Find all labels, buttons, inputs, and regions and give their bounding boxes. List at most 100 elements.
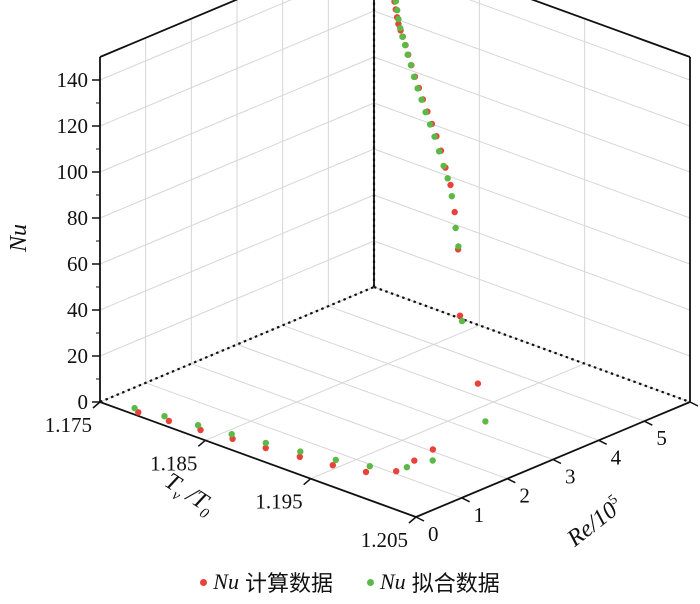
data-point-calc [197,426,204,434]
wall-grid-line [99,56,375,173]
x-tick-mark [303,478,312,486]
floor-grid-line [191,363,508,480]
y-tick-mark [552,458,562,465]
y-tick-label: 4 [611,445,622,469]
data-point-calc [456,312,464,319]
wall-grid-line [373,56,691,173]
axes-frame [99,0,691,518]
data-point-fit [332,456,339,464]
axis-ticks: 0 20 40 60 80 100 120 140 1.175 1.185 1.195 1.205 0 1… [45,68,699,552]
data-point-fit [435,148,443,155]
y-tick-label: 0 [428,522,439,546]
y-tick-label: 1 [474,503,485,527]
data-point-fit [414,85,421,92]
data-point-calc [393,468,400,475]
data-point-fit [161,413,168,420]
data-point-calc [411,457,418,464]
z-tick-label: 0 [78,390,89,414]
data-point-fit [228,431,235,438]
legend-nu-fit: Nu [380,569,406,594]
series-1 [131,0,489,471]
z-tick-label: 120 [57,114,89,138]
data-point-fit [401,41,409,49]
wall-grid-line [99,148,375,265]
wall-grid-line [468,0,691,81]
data-point-fit [394,7,401,14]
data-point-fit [403,464,411,471]
wall-grid-line [99,102,375,219]
legend-item-fit: Nu 拟合数据 [367,566,500,598]
y-tick-mark [598,439,608,446]
x-tick-label: 1.175 [45,413,92,437]
floor-grid-line [145,382,462,499]
legend-nu-calc: Nu [213,569,239,594]
z-tick-label: 80 [67,206,88,230]
y-tick-label: 5 [656,426,667,450]
floor-grid-line [282,324,599,441]
data-point-calc [474,380,482,387]
z-tick-label: 40 [67,298,88,322]
y-tick-mark [461,497,471,503]
wall-grid-line [99,240,375,357]
data-point-fit [297,448,304,455]
data-point-fit [429,457,436,464]
legend-marker-fit [367,578,374,586]
top-edge-line [99,0,239,58]
data-point-fit [455,243,462,250]
data-point-fit [431,133,438,140]
y-tick-mark [643,420,653,426]
wall-grid-line [99,194,375,311]
wall-grid-line [99,0,292,81]
data-point-fit [422,109,429,116]
legend-label-fit: 拟合数据 [411,571,500,596]
legend-item-calc: Nu 计算数据 [200,566,333,598]
x-tick-mark [92,401,101,409]
legend: Nu 计算数据 Nu 拟合数据 [0,564,700,600]
y-tick-mark [415,516,425,522]
data-point-calc [451,208,458,216]
wall-grid-line [373,102,691,219]
wall-grid-line [99,10,375,127]
data-point-calc [165,417,173,425]
z-axis-title: Nu [6,224,32,253]
data-point-calc [447,181,454,189]
x-axis-title: Tν /T0 [158,468,220,523]
data-point-fit [426,121,434,128]
data-point-calc [262,444,269,452]
data-point-fit [399,33,406,40]
data-point-fit [452,224,459,232]
x-tick-label: 1.185 [150,451,197,475]
data-point-fit [366,463,373,470]
x-tick-label: 1.195 [255,490,302,514]
x-tick-mark [408,516,417,524]
series-0 [135,0,482,476]
floor-back-dotted [99,285,375,404]
x-tick-label: 1.205 [361,528,408,552]
z-tick-label: 140 [57,68,89,92]
wall-grid-line [373,240,691,357]
floor-grid-line [328,305,645,422]
legend-marker-calc [200,578,208,586]
floor-back-dotted [373,285,691,404]
data-point-fit [194,422,202,429]
data-point-calc [329,462,336,469]
data-point-fit [404,51,411,58]
y-tick-mark [689,401,699,407]
z-tick-label: 60 [67,252,88,276]
data-point-calc [362,468,370,476]
data-point-fit [418,96,425,103]
chart-3d-scatter: 0 20 40 60 80 100 120 140 1.175 1.185 1.195 1.205 0 1… [6,0,699,553]
data-point-fit [444,175,451,182]
data-point-fit [392,0,400,5]
data-point-fit [407,61,415,69]
data-point-fit [395,16,402,23]
data-point-calc [296,453,303,460]
x-tick-mark [197,439,206,447]
floor-grid-line [236,344,554,460]
data-point-fit [397,24,404,32]
x-axis-line [99,401,417,518]
data-point-calc [429,446,437,453]
data-point-fit [458,317,466,325]
data-point-fit [448,193,455,200]
data-point-fit [482,418,489,425]
